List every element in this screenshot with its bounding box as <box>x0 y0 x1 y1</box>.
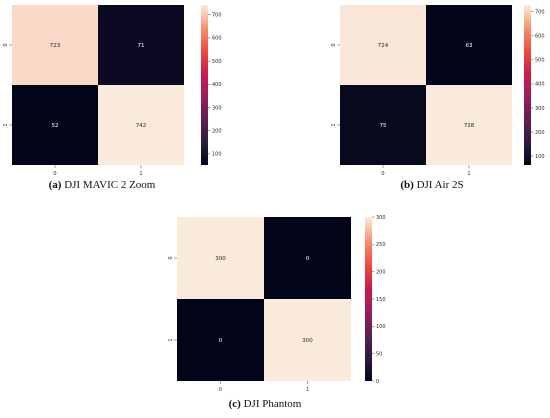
y-tick-label: 1 <box>3 123 9 126</box>
colorbar-tick-label: 150 <box>376 297 386 303</box>
colorbar-tick-label: 300 <box>376 215 386 221</box>
x-tick-label: 0 <box>219 387 222 393</box>
heatmap-cell <box>264 217 351 299</box>
cell-value-label: 75 <box>380 123 387 129</box>
x-tick-label: 0 <box>53 171 56 177</box>
caption-text: DJI Air 2S <box>417 179 464 191</box>
caption-label: (a) <box>49 179 62 191</box>
colorbar-tick-label: 700 <box>212 13 222 19</box>
cell-value-label: 0 <box>306 256 310 262</box>
cell-value-label: 52 <box>52 123 59 129</box>
heatmap-cell <box>98 5 184 85</box>
subfigure-caption: (c) DJI Phantom <box>229 398 302 410</box>
subfigure-caption: (b) DJI Air 2S <box>400 179 463 191</box>
colorbar-tick-label: 50 <box>376 351 382 357</box>
colorbar-tick-label: 700 <box>535 10 545 16</box>
subfigure-caption: (a) DJI MAVIC 2 Zoom <box>49 179 156 191</box>
cell-value-label: 724 <box>378 43 389 49</box>
colorbar-tick-label: 300 <box>212 105 222 111</box>
heatmap-panel: 724 63 75 728 0 1 0 1 100 200 300 400 500 600 700 (b) D… <box>331 5 545 191</box>
x-tick-label: 1 <box>306 387 309 393</box>
caption-text: DJI Phantom <box>244 398 302 410</box>
colorbar-tick-label: 200 <box>535 130 545 136</box>
heatmap-cell <box>264 299 351 381</box>
y-tick-label: 1 <box>168 338 174 341</box>
colorbar-tick-label: 600 <box>535 34 545 40</box>
colorbar <box>365 217 372 381</box>
colorbar-tick-label: 250 <box>376 242 386 248</box>
colorbar-tick-label: 100 <box>212 152 222 158</box>
colorbar <box>201 5 208 165</box>
y-tick-label: 0 <box>168 256 174 259</box>
heatmap-cell <box>98 85 184 165</box>
cell-value-label: 300 <box>215 256 226 262</box>
caption-text: DJI MAVIC 2 Zoom <box>64 179 156 191</box>
caption-label: (c) <box>229 398 242 410</box>
cell-value-label: 63 <box>466 43 473 49</box>
colorbar-tick-label: 200 <box>212 128 222 134</box>
x-tick-label: 1 <box>139 171 142 177</box>
cell-value-label: 742 <box>136 123 147 129</box>
heatmap-cell <box>12 5 98 85</box>
heatmap-cell <box>177 217 264 299</box>
heatmap-cell <box>340 5 426 85</box>
x-tick-label: 1 <box>467 171 470 177</box>
y-tick-label: 0 <box>331 43 337 46</box>
colorbar-tick-label: 500 <box>212 59 222 65</box>
cell-value-label: 728 <box>464 123 475 129</box>
heatmap-cell <box>426 85 512 165</box>
colorbar-tick-label: 500 <box>535 58 545 64</box>
caption-label: (b) <box>400 179 414 191</box>
colorbar-tick-label: 300 <box>535 106 545 112</box>
colorbar-tick-label: 0 <box>376 379 379 385</box>
colorbar-tick-label: 600 <box>212 36 222 42</box>
x-tick-label: 0 <box>381 171 384 177</box>
y-tick-label: 0 <box>3 43 9 46</box>
heatmap-panel: 723 71 52 742 0 1 0 1 100 200 300 400 500 600 700 (a) D… <box>3 5 222 191</box>
heatmap-cell <box>177 299 264 381</box>
colorbar-tick-label: 200 <box>376 269 386 275</box>
cell-value-label: 300 <box>302 338 313 344</box>
colorbar <box>524 5 531 165</box>
heatmap-cell <box>426 5 512 85</box>
colorbar-tick-label: 100 <box>535 154 545 160</box>
colorbar-tick-label: 400 <box>212 82 222 88</box>
y-tick-label: 1 <box>331 123 337 126</box>
cell-value-label: 71 <box>138 43 145 49</box>
heatmap-panel: 300 0 0 300 0 1 0 1 0 50 100 150 200 250 300 (c) DJI Ph… <box>168 215 386 410</box>
cell-value-label: 723 <box>50 43 61 49</box>
cell-value-label: 0 <box>219 338 223 344</box>
colorbar-tick-label: 100 <box>376 324 386 330</box>
heatmap-cell <box>340 85 426 165</box>
colorbar-tick-label: 400 <box>535 82 545 88</box>
heatmap-cell <box>12 85 98 165</box>
